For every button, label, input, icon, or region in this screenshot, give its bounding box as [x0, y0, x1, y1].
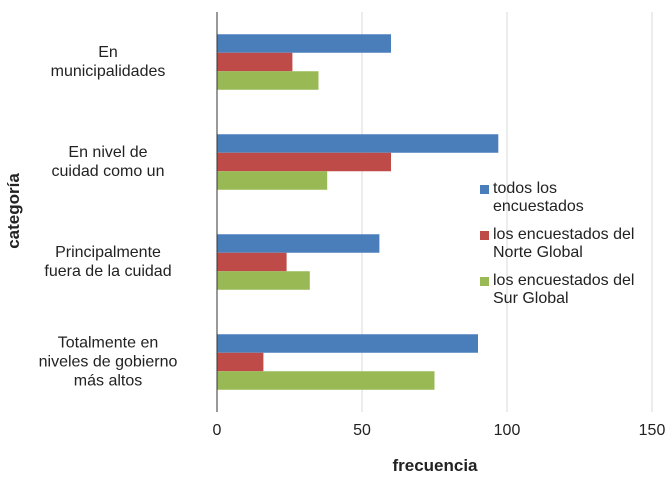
y-tick-label: En nivel de cuidad como un [51, 144, 165, 180]
bar [217, 171, 328, 190]
bar [217, 71, 319, 90]
bar [217, 34, 391, 53]
y-tick-label: Principalmente fuera de la cuidad [44, 244, 172, 280]
legend-swatch [480, 277, 489, 286]
bar [217, 152, 391, 172]
bar [217, 371, 435, 390]
x-tick-label: 50 [353, 422, 371, 439]
legend-item: todos los encuestados [480, 180, 640, 216]
x-axis-title: frecuencia [392, 456, 478, 475]
y-tick-label: Totalmente en niveles de gobierno más al… [38, 334, 178, 390]
legend-label: los encuestados del Norte Global [493, 226, 635, 261]
legend-label: los encuestados del Sur Global [493, 272, 635, 307]
legend-swatch [480, 185, 489, 194]
bar [217, 134, 499, 153]
bar [217, 352, 264, 372]
x-tick-label: 0 [212, 422, 222, 439]
legend-label: todos los encuestados [493, 180, 584, 215]
y-tick-label: En municipalidades [50, 44, 166, 80]
legend-item: los encuestados del Sur Global [480, 272, 640, 308]
bar [217, 52, 293, 72]
x-tick-label: 150 [638, 422, 665, 439]
x-tick-label: 100 [493, 422, 521, 439]
legend-swatch [480, 231, 489, 240]
bar [217, 334, 478, 353]
bar [217, 271, 310, 290]
bar [217, 252, 287, 272]
bar [217, 234, 380, 253]
legend-item: los encuestados del Norte Global [480, 226, 640, 262]
